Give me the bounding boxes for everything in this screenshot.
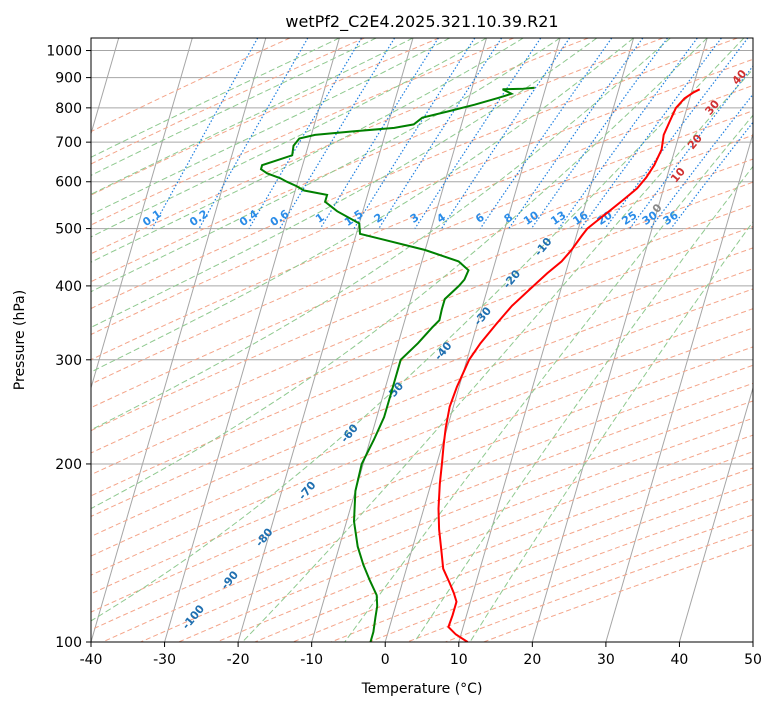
dry-adiabat-line xyxy=(91,38,291,133)
mixing-ratio-line xyxy=(319,38,439,229)
mixing-ratio-line xyxy=(378,38,503,229)
mixing-ratio-line xyxy=(414,38,542,229)
mixing-ratio-line xyxy=(508,38,644,229)
dry-adiabat-line xyxy=(91,38,738,310)
isotherm-line xyxy=(605,131,753,642)
x-tick-label: 40 xyxy=(671,652,689,668)
mixing-ratio-line xyxy=(580,38,722,229)
x-axis-label: Temperature (°C) xyxy=(361,681,483,697)
moist-adiabat-line xyxy=(91,38,634,373)
dry-adiabat-line xyxy=(91,346,753,613)
x-tick-label: -40 xyxy=(80,652,103,668)
y-tick-label: 200 xyxy=(55,457,82,473)
axes: -40 -30 -20 -10 0 10 20 30 40 50 1000 900 800 700 600 5… xyxy=(46,44,762,668)
y-tick-label: 600 xyxy=(55,175,82,191)
moist-adiabat-line xyxy=(344,114,753,642)
plot-frame xyxy=(90,37,754,643)
x-tick-label: 0 xyxy=(381,652,390,668)
dry-adiabat-line xyxy=(91,308,753,576)
y-tick-label: 300 xyxy=(55,353,82,369)
x-tick-label: 20 xyxy=(523,652,541,668)
isotherm-line xyxy=(164,38,340,642)
mixing-ratio-line xyxy=(479,38,613,229)
dry-adiabat-line xyxy=(91,134,753,409)
dry-adiabat-line xyxy=(91,38,514,226)
moist-adiabat-line xyxy=(91,38,745,622)
y-tick-label: 1000 xyxy=(46,44,82,60)
moist-adiabat-line xyxy=(91,38,414,195)
dry-adiabat-line xyxy=(91,38,589,255)
dry-adiabat-line xyxy=(91,268,753,537)
dry-adiabat-line xyxy=(91,84,753,361)
temperature-profile-line xyxy=(437,88,701,642)
moist-adiabat-line xyxy=(91,38,450,216)
dry-adiabat-line xyxy=(91,58,753,336)
isotherm-line xyxy=(458,38,635,642)
x-tick-label: -10 xyxy=(300,652,323,668)
mixing-ratio-line xyxy=(151,38,259,229)
plot-area: 0.1 0.2 0.4 0.6 1 1.5 2 3 4 6 8 10 13 16 20 25 30 36-100-… xyxy=(91,38,753,642)
mixing-ratio-line xyxy=(629,65,753,229)
dewpoint-profile-line xyxy=(259,86,535,642)
y-tick-label: 100 xyxy=(55,635,82,651)
y-tick-label: 700 xyxy=(55,135,82,151)
dry-adiabat-line xyxy=(91,288,753,557)
moist-adiabat-line xyxy=(91,38,598,328)
dry-adiabat-line xyxy=(91,247,753,518)
isotherm-line xyxy=(678,386,753,642)
mixing-ratio-line xyxy=(604,38,749,229)
dry-adiabat-line xyxy=(91,327,753,595)
mixing-ratio-line xyxy=(558,38,698,229)
y-tick-label: 900 xyxy=(55,71,82,87)
x-tick-label: 30 xyxy=(597,652,615,668)
moist-adiabat-line xyxy=(414,165,753,642)
mixing-ratio-line xyxy=(279,38,396,229)
moist-adiabat-line xyxy=(242,68,753,642)
isotherm-line xyxy=(91,38,267,642)
y-tick-label: 800 xyxy=(55,101,82,117)
dry-adiabat-line xyxy=(102,382,753,642)
x-tick-label: -20 xyxy=(227,652,250,668)
dry-adiabat-line xyxy=(91,38,664,283)
moist-adiabat-line xyxy=(91,38,561,293)
dry-adiabat-line xyxy=(91,364,753,631)
dry-adiabat-line xyxy=(91,158,753,432)
y-tick-label: 500 xyxy=(55,222,82,238)
isotherm-line xyxy=(384,38,561,642)
mixing-ratio-line xyxy=(530,38,668,229)
y-tick-label: 400 xyxy=(55,279,82,295)
x-tick-label: -30 xyxy=(153,652,176,668)
isotherm-line xyxy=(237,38,414,642)
moist-adiabat-line xyxy=(91,38,671,431)
isotherm-line xyxy=(91,38,193,390)
x-tick-label: 10 xyxy=(450,652,468,668)
chart-title: wetPf2_C2E4.2025.321.10.39.R21 xyxy=(285,12,558,32)
moist-adiabat-line xyxy=(469,220,753,642)
dry-adiabat-line xyxy=(91,38,440,196)
mixing-ratio-line xyxy=(649,93,753,229)
x-tick-label: 50 xyxy=(744,652,762,668)
moist-adiabat-line xyxy=(91,38,708,510)
y-axis-label: Pressure (hPa) xyxy=(12,290,28,390)
mixing-ratio-line xyxy=(440,38,571,229)
moist-adiabat-line xyxy=(91,38,524,263)
